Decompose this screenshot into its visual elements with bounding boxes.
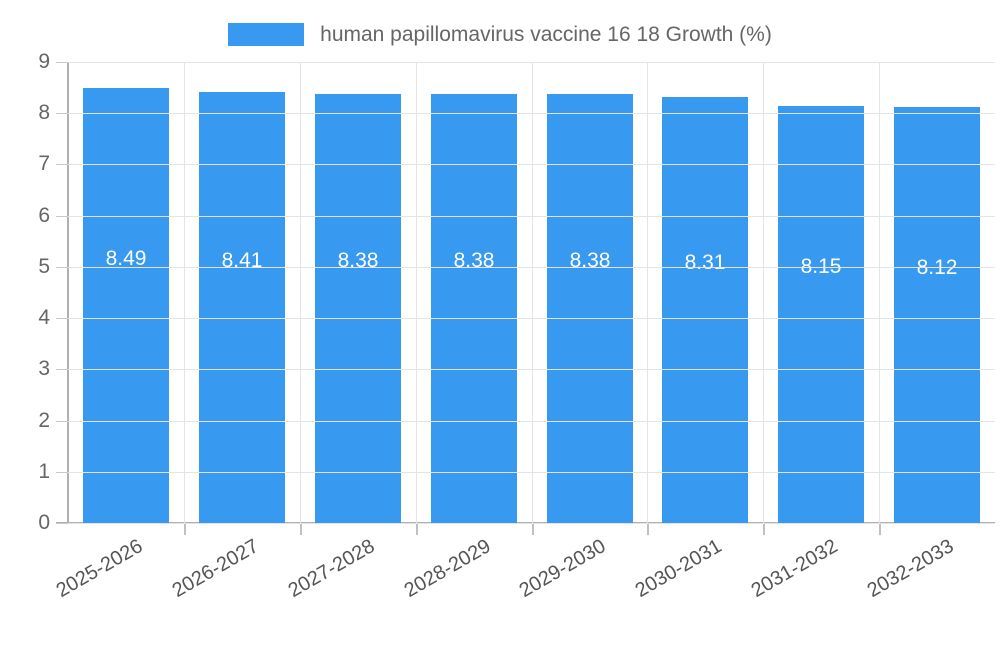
y-axis-tick-label: 9 [38,50,50,73]
x-axis-tick-mark [300,524,302,535]
legend-label: human papillomavirus vaccine 16 18 Growt… [320,22,772,46]
gridline-vertical [763,62,764,523]
gridline-vertical [416,62,417,523]
gridline-horizontal [68,420,995,422]
x-axis-tick-mark [184,524,186,535]
y-axis-tick-mark [56,318,68,320]
gridline-vertical [647,62,648,523]
plot-area: 8.49 8.41 8.38 8.38 8.38 8.31 8.15 8.12 [68,62,995,524]
y-axis-tick-mark [56,369,68,371]
x-axis-tick-label: 2025-2026 [52,535,147,603]
y-axis-tick-label: 1 [38,459,50,483]
bar-value-label: 8.41 [221,248,263,272]
y-axis-tick-label: 8 [38,101,50,125]
bar-value-label: 8.49 [105,246,147,270]
x-axis-tick-mark [763,524,765,535]
gridline-horizontal [68,523,995,524]
bar-value-label: 8.31 [684,251,726,275]
x-axis-tick-mark [879,524,881,535]
chart-legend: human papillomavirus vaccine 16 18 Growt… [0,14,1000,54]
bar[interactable]: 8.38 [315,93,401,523]
bar-value-label: 8.38 [337,249,379,273]
gridline-vertical [879,62,880,523]
gridline-horizontal [68,62,995,63]
x-axis-tick-mark [647,524,649,535]
x-axis-tick-mark [416,524,418,535]
x-axis-tick-mark [532,524,534,535]
gridline-horizontal [68,164,995,166]
y-axis-tick-label: 5 [38,254,50,278]
y-axis-tick-label: 0 [38,511,50,534]
bar-value-label: 8.15 [800,255,842,279]
y-axis-tick-label: 4 [38,306,50,330]
y-axis-tick-label: 2 [38,408,50,432]
y-axis-tick-mark [56,420,68,422]
bar[interactable]: 8.38 [547,93,633,523]
gridline-horizontal [68,113,995,115]
legend-swatch-icon [228,22,305,46]
bar[interactable]: 8.38 [431,93,517,523]
bar[interactable]: 8.41 [199,92,285,523]
bar-value-label: 8.38 [453,249,495,273]
y-axis-tick-mark [56,164,68,166]
gridline-horizontal [68,215,995,217]
y-axis-tick-label: 7 [38,152,50,176]
gridline-horizontal [68,266,995,268]
y-axis-tick-mark [56,523,68,524]
bar-chart: human papillomavirus vaccine 16 18 Growt… [0,14,1000,603]
bar[interactable]: 8.49 [83,88,169,523]
bar[interactable]: 8.12 [894,107,980,523]
gridline-vertical [184,62,185,523]
gridline-horizontal [68,471,995,473]
bar-value-label: 8.38 [569,249,611,273]
bar[interactable]: 8.15 [778,105,864,523]
gridline-vertical [532,62,533,523]
y-axis-tick-mark [56,113,68,115]
gridline-horizontal [68,369,995,371]
y-axis-line [67,62,69,524]
y-axis-tick-mark [56,266,68,268]
y-axis-tick-mark [56,62,68,63]
y-axis-tick-mark [56,215,68,217]
y-axis-tick-label: 3 [38,357,50,381]
gridline-horizontal [68,318,995,320]
gridline-vertical [300,62,301,523]
bar[interactable]: 8.31 [662,97,748,523]
y-axis-tick-label: 6 [38,203,50,227]
y-axis-tick-mark [56,471,68,473]
